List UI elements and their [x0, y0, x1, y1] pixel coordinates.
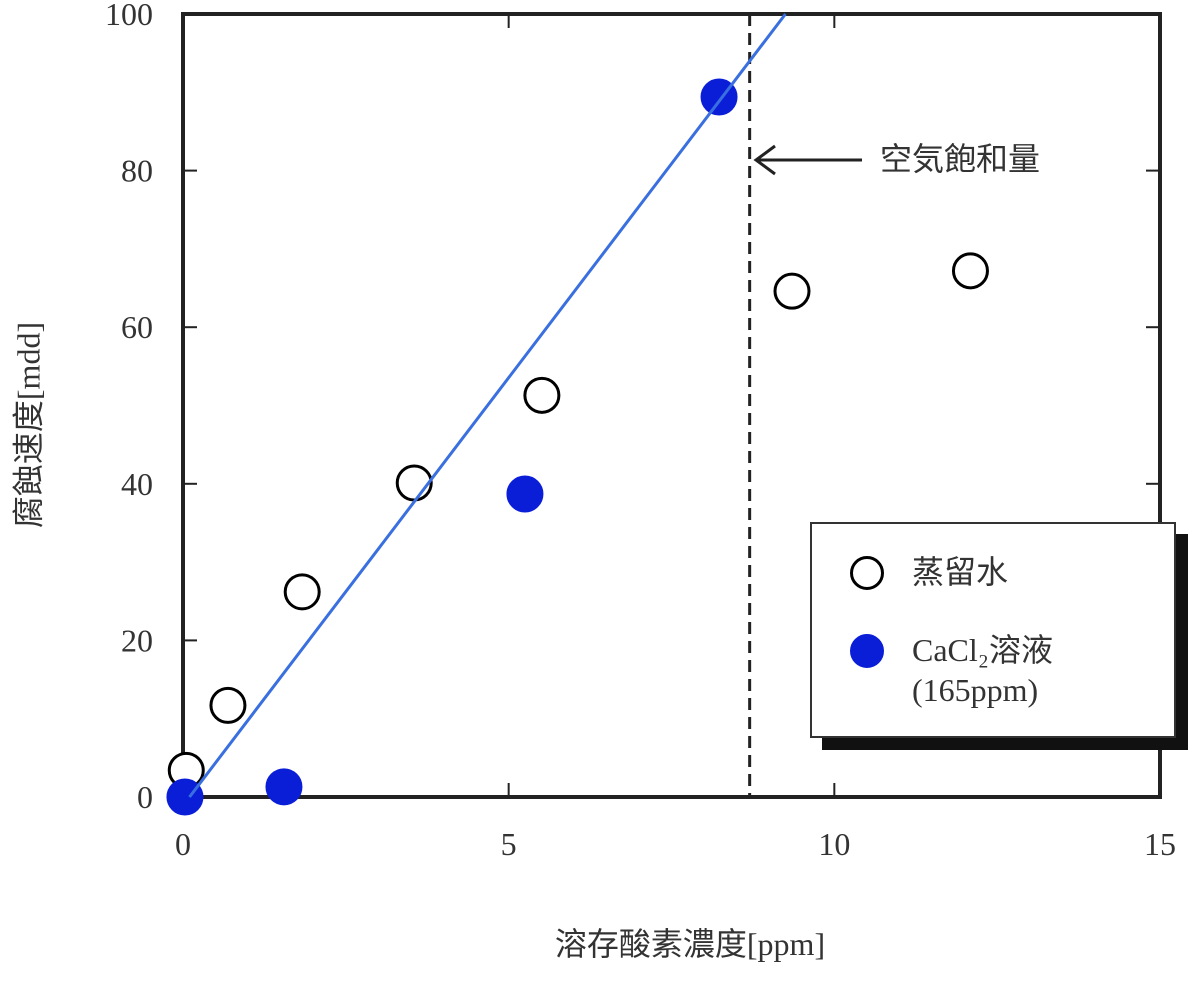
- point: [395, 464, 433, 502]
- point: [506, 475, 544, 513]
- x-tick-label: 5: [501, 826, 517, 862]
- point: [283, 573, 321, 611]
- fit-line: [188, 13, 787, 798]
- x-axis-title: 溶存酸素濃度[ppm]: [555, 926, 825, 962]
- point: [166, 778, 204, 816]
- y-tick-label: 60: [121, 309, 153, 345]
- y-axis-title: 腐蝕速度[mdd]: [10, 322, 46, 528]
- y-tick-label: 20: [121, 622, 153, 658]
- point: [951, 252, 989, 290]
- point: [209, 686, 247, 724]
- point: [265, 768, 303, 806]
- point: [523, 376, 561, 414]
- legend-label: 蒸留水: [912, 554, 1009, 590]
- y-tick-label: 80: [121, 153, 153, 189]
- y-tick-label: 40: [121, 466, 153, 502]
- x-tick-label: 15: [1144, 826, 1176, 862]
- annotation-arrowhead: [753, 144, 776, 176]
- annotation: 空気飽和量: [880, 141, 1040, 177]
- plot-frame: [181, 12, 1162, 799]
- legend-marker: [850, 556, 884, 590]
- y-tick-label: 0: [137, 779, 153, 815]
- legend: 蒸留水 CaCl₂溶液 (165ppm): [810, 522, 1176, 738]
- x-tick-label: 10: [818, 826, 850, 862]
- x-tick-label: 0: [175, 826, 191, 862]
- legend-marker: [850, 634, 884, 668]
- point: [773, 272, 811, 310]
- legend-label: CaCl₂溶液 (165ppm): [912, 632, 1053, 708]
- y-tick-label: 100: [105, 0, 153, 32]
